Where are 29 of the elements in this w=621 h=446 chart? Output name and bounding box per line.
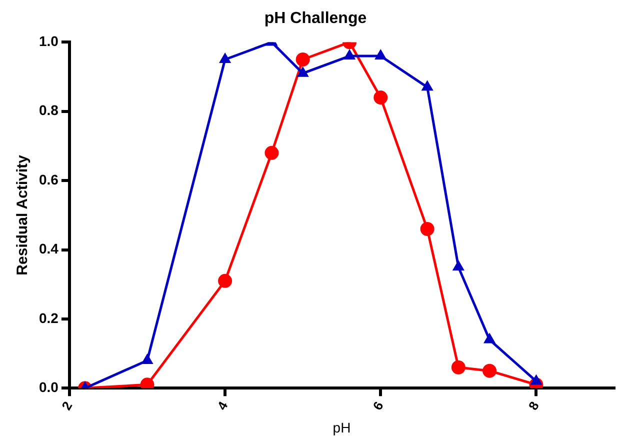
y-tick-label: 0.4 bbox=[38, 240, 59, 257]
point bbox=[296, 66, 309, 77]
x-axis-title: pH bbox=[332, 419, 351, 436]
point bbox=[374, 49, 387, 60]
point bbox=[452, 260, 464, 271]
point bbox=[483, 332, 496, 344]
y-tick-label: 0.0 bbox=[38, 379, 59, 395]
point bbox=[264, 146, 279, 160]
x-tick-label: 4 bbox=[214, 398, 232, 413]
x-tick-label: 6 bbox=[370, 398, 386, 413]
y-tick-label: 0.6 bbox=[38, 171, 59, 188]
point bbox=[420, 222, 434, 236]
point bbox=[374, 90, 388, 105]
point bbox=[343, 49, 356, 60]
point bbox=[530, 374, 542, 385]
point bbox=[218, 52, 232, 63]
y-tick-label: 1.0 bbox=[38, 33, 59, 50]
point bbox=[482, 364, 497, 378]
x-tick-label: 2 bbox=[58, 398, 76, 413]
point bbox=[218, 274, 232, 288]
point bbox=[296, 52, 310, 66]
point bbox=[141, 353, 154, 364]
x-tick-label: 8 bbox=[525, 398, 542, 413]
y-tick-label: 0.8 bbox=[38, 102, 59, 118]
y-tick-label: 0.2 bbox=[38, 310, 59, 326]
point bbox=[451, 360, 466, 374]
y-axis-title: Residual Activity bbox=[14, 154, 32, 276]
chart-title: pH Challenge bbox=[264, 10, 367, 28]
point bbox=[421, 80, 434, 91]
